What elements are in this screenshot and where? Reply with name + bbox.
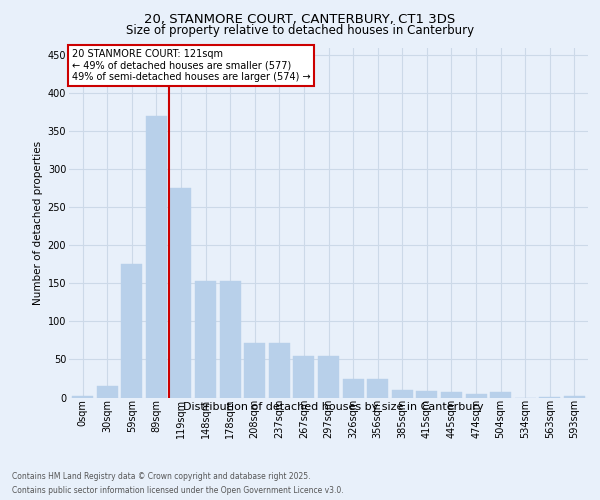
Text: Contains HM Land Registry data © Crown copyright and database right 2025.: Contains HM Land Registry data © Crown c… (12, 472, 311, 481)
Bar (318, 356, 339, 398)
Bar (97, 386, 118, 398)
Bar (220, 281, 241, 398)
Bar (367, 379, 388, 398)
Y-axis label: Number of detached properties: Number of detached properties (34, 140, 43, 304)
Bar (269, 342, 290, 398)
Bar (441, 392, 462, 398)
Text: 20, STANMORE COURT, CANTERBURY, CT1 3DS: 20, STANMORE COURT, CANTERBURY, CT1 3DS (145, 12, 455, 26)
Bar (72, 396, 93, 398)
Text: Size of property relative to detached houses in Canterbury: Size of property relative to detached ho… (126, 24, 474, 37)
Bar (146, 116, 167, 398)
Text: 20 STANMORE COURT: 121sqm
← 49% of detached houses are smaller (577)
49% of semi: 20 STANMORE COURT: 121sqm ← 49% of detac… (71, 50, 310, 82)
Bar (416, 390, 437, 398)
Text: Distribution of detached houses by size in Canterbury: Distribution of detached houses by size … (182, 402, 484, 412)
Bar (564, 396, 585, 398)
Bar (293, 356, 314, 398)
Text: Contains public sector information licensed under the Open Government Licence v3: Contains public sector information licen… (12, 486, 344, 495)
Bar (466, 394, 487, 398)
Bar (121, 264, 142, 398)
Bar (244, 342, 265, 398)
Bar (392, 390, 413, 398)
Bar (490, 392, 511, 398)
Bar (343, 379, 364, 398)
Bar (195, 281, 216, 398)
Bar (539, 396, 560, 398)
Bar (170, 188, 191, 398)
